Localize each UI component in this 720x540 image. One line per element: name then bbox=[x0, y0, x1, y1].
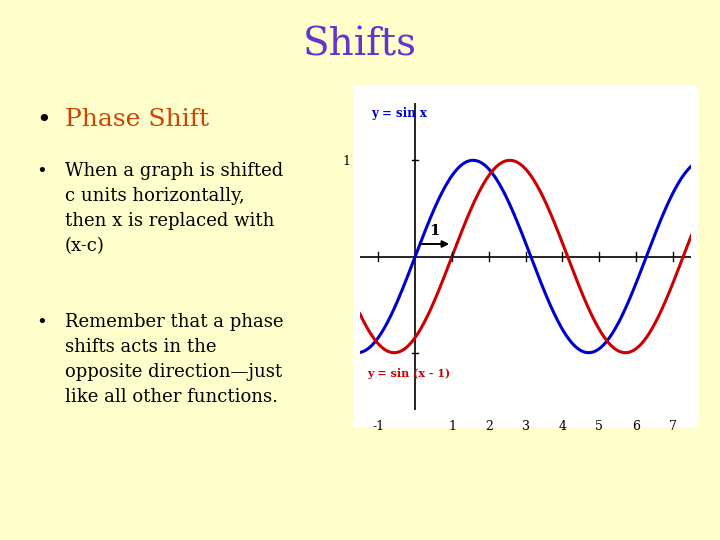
Text: Phase Shift: Phase Shift bbox=[65, 108, 209, 131]
Text: •: • bbox=[36, 162, 47, 180]
Text: •: • bbox=[36, 108, 50, 132]
Text: When a graph is shifted
c units horizontally,
then x is replaced with
(x-c): When a graph is shifted c units horizont… bbox=[65, 162, 283, 255]
Text: y = sin (x - 1): y = sin (x - 1) bbox=[367, 368, 451, 379]
Text: •: • bbox=[36, 313, 47, 331]
Text: Shifts: Shifts bbox=[303, 27, 417, 64]
Text: Remember that a phase
shifts acts in the
opposite direction—just
like all other : Remember that a phase shifts acts in the… bbox=[65, 313, 283, 406]
Text: 1: 1 bbox=[429, 224, 440, 238]
Text: y = sin x: y = sin x bbox=[371, 107, 427, 120]
